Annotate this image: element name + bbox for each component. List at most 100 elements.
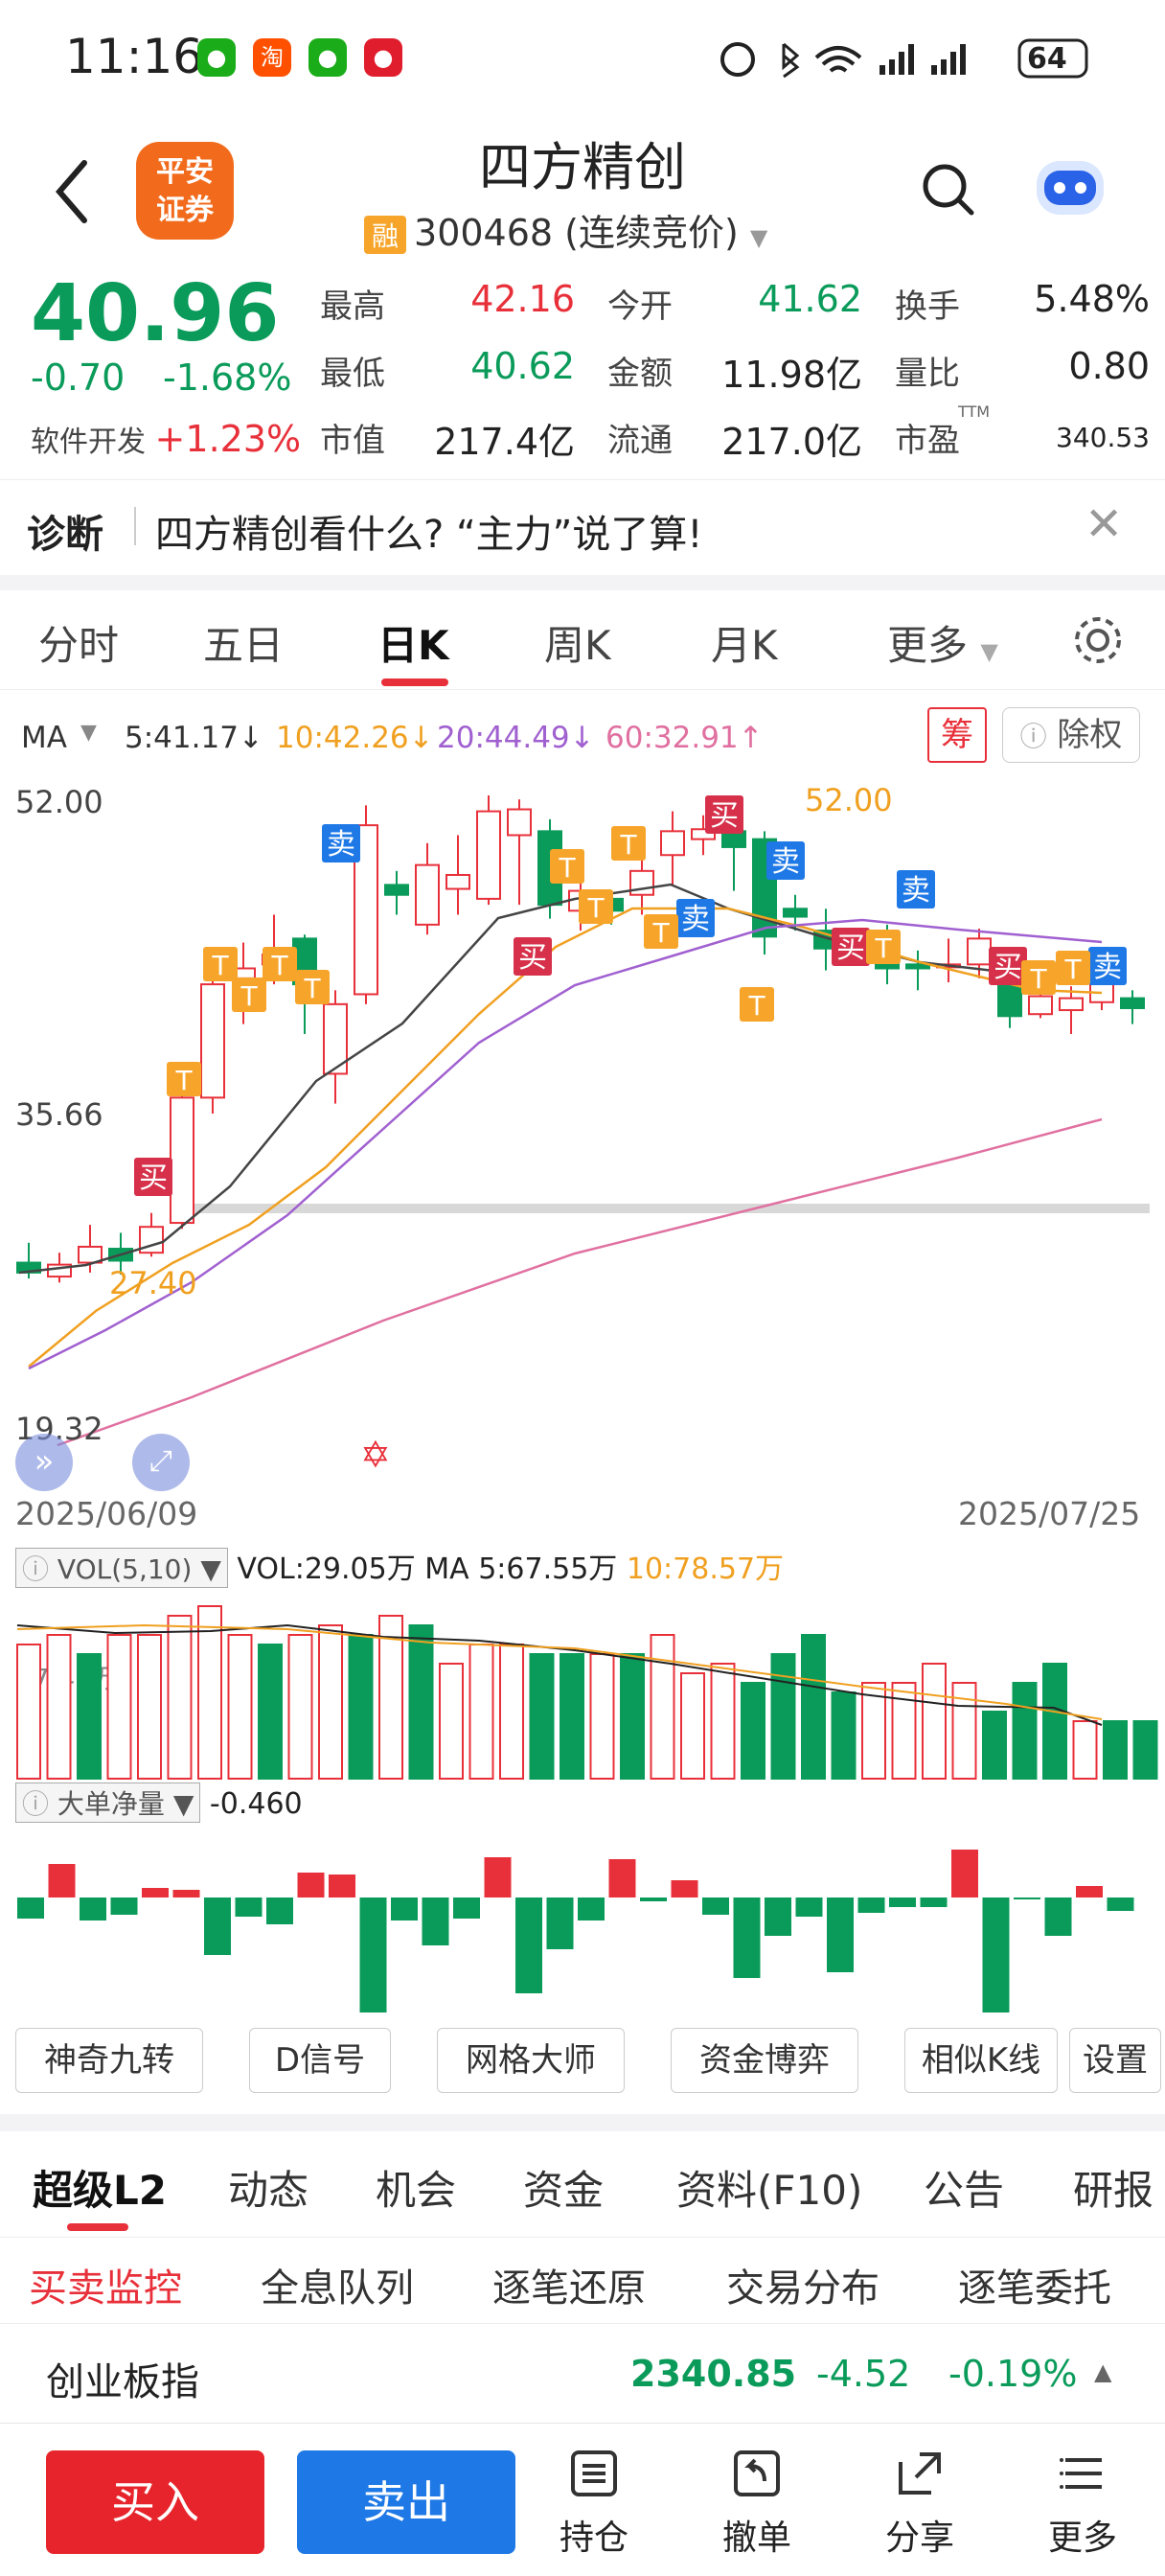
t-marker [611, 826, 646, 861]
tab-super-l2[interactable]: 超级L2 [33, 2167, 167, 2214]
flow-indicator-select[interactable]: ⓘ 大单净量 ▼ [15, 1782, 201, 1823]
holdings-button[interactable]: 持仓 [537, 2447, 651, 2560]
tab-daily-k[interactable]: 日K [377, 622, 449, 669]
candle-body [1028, 995, 1053, 1016]
cancel-order-button[interactable]: 撤单 [699, 2447, 814, 2560]
open-label: 今开 [607, 288, 673, 326]
l2-subtabs: 买卖监控 全息队列 逐笔还原 交易分布 逐笔委托 [0, 2237, 1165, 2323]
tab-opportunity[interactable]: 机会 [376, 2167, 457, 2214]
chip-distribution-button[interactable]: 筹 [927, 707, 987, 763]
big-order-flow-panel[interactable]: ⓘ 大单净量 ▼ -0.460 [0, 1782, 1165, 2012]
divider [134, 507, 136, 545]
ma10-value: 10:42.26↓ [276, 721, 434, 755]
sell-button[interactable]: 卖出 [297, 2450, 515, 2554]
buy-button[interactable]: 买入 [46, 2450, 264, 2554]
index-ticker[interactable]: 创业板指 2340.85 -4.52 -0.19% ▲ [0, 2323, 1165, 2423]
tab-news[interactable]: 动态 [228, 2167, 309, 2214]
section-divider [0, 575, 1165, 590]
volratio-label: 量比 [895, 355, 960, 393]
tab-5day[interactable]: 五日 [203, 622, 285, 669]
last-price: 40.96 [31, 268, 280, 359]
more-button[interactable]: 更多 [1025, 2447, 1140, 2560]
subtab-trade-distribution[interactable]: 交易分布 [726, 2266, 879, 2311]
broker-logo: 平安 证券 [136, 142, 234, 240]
min-price-note: 27.40 [109, 1265, 197, 1301]
signal-icon [879, 44, 914, 75]
amount-value: 11.98亿 [721, 354, 862, 396]
trade-marker-label: 买 [518, 941, 547, 975]
pe-ttm: TTM [958, 402, 991, 421]
tab-monthly-k[interactable]: 月K [711, 622, 778, 669]
ai-assistant-icon[interactable] [1031, 153, 1109, 222]
volume-bar [1042, 1663, 1067, 1780]
search-icon[interactable] [920, 161, 977, 218]
expand-left-icon[interactable]: » [15, 1434, 73, 1491]
high-label: 最高 [320, 288, 385, 326]
indicator-tools: 神奇九转 D信号 网格大师 资金博弈 相似K线 设置 [0, 2028, 1165, 2104]
close-icon[interactable]: ✕ [1085, 497, 1124, 551]
price-band [172, 1204, 1150, 1213]
tab-funds[interactable]: 资金 [523, 2167, 605, 2214]
tool-similar-k[interactable]: 相似K线 [904, 2028, 1058, 2093]
flow-bar [453, 1898, 480, 1919]
subtab-full-queue[interactable]: 全息队列 [261, 2266, 414, 2311]
sector-row[interactable]: 软件开发 +1.23% [31, 418, 301, 460]
trade-marker [322, 824, 360, 862]
tab-weekly-k[interactable]: 周K [544, 622, 611, 669]
volume-panel[interactable]: ⓘ VOL(5,10) ▼ VOL:29.05万 MA 5:67.55万 10:… [0, 1533, 1165, 1782]
tool-grid-master[interactable]: 网格大师 [437, 2028, 625, 2093]
tab-research[interactable]: 研报 [1073, 2167, 1154, 2214]
t-marker [1021, 960, 1056, 995]
tool-magic-nine[interactable]: 神奇九转 [15, 2028, 203, 2093]
candle-body [445, 873, 470, 890]
flow-bar [671, 1880, 698, 1898]
gear-icon[interactable] [1071, 613, 1125, 667]
share-button[interactable]: 分享 [862, 2447, 977, 2560]
share-label: 分享 [884, 2518, 954, 2558]
volume-ma10 [16, 1623, 1103, 1720]
chevron-up-icon[interactable]: ▲ [1094, 2358, 1112, 2385]
tab-intraday[interactable]: 分时 [38, 622, 120, 669]
trade-marker [676, 899, 715, 937]
low-label: 最低 [320, 355, 385, 393]
candle-body [476, 810, 501, 900]
stock-code-row[interactable]: 融 300468 (连续竞价) ▼ [364, 203, 767, 256]
flow-bar [982, 1898, 1010, 2012]
volume-bar [650, 1634, 675, 1780]
volume-bar [831, 1691, 857, 1780]
ma-label[interactable]: MA [21, 721, 67, 755]
mcap-value: 217.4亿 [434, 421, 575, 463]
diagnosis-bar[interactable]: 诊断 四方精创看什么? “主力”说了算! ✕ [0, 479, 1165, 575]
tab-more[interactable]: 更多 ▼ [887, 613, 998, 672]
volume-indicator-select[interactable]: ⓘ VOL(5,10) ▼ [15, 1548, 228, 1588]
tool-settings[interactable]: 设置 [1069, 2028, 1161, 2093]
index-change: -4.52 [816, 2353, 911, 2395]
star-marker-icon[interactable]: ✡ [360, 1434, 391, 1476]
subtab-tick-orders[interactable]: 逐笔委托 [958, 2266, 1111, 2311]
tool-fund-game[interactable]: 资金博弈 [671, 2028, 858, 2093]
chevron-down-icon[interactable]: ▼ [80, 721, 97, 745]
tab-announcements[interactable]: 公告 [924, 2167, 1005, 2214]
volume-bar [1132, 1720, 1158, 1780]
quote-panel: 40.96 -0.70 -1.68% 软件开发 +1.23% 最高 42.16 … [0, 268, 1165, 479]
ex-rights-button[interactable]: ⓘ 除权 [1002, 707, 1140, 763]
flow-bar [391, 1898, 418, 1920]
subtab-tick-replay[interactable]: 逐笔还原 [492, 2266, 646, 2311]
pe-label: 市盈 [895, 422, 960, 460]
high-value: 42.16 [470, 278, 575, 320]
holdings-label: 持仓 [559, 2518, 628, 2558]
turnover-label: 换手 [895, 288, 960, 326]
fullscreen-icon[interactable]: ⤢ [132, 1434, 190, 1491]
alarm-icon [720, 42, 755, 77]
mcap-label: 市值 [320, 422, 385, 460]
tab-f10[interactable]: 资料(F10) [676, 2167, 863, 2214]
flow-label: 大单净量 [57, 1788, 165, 1820]
back-icon[interactable] [48, 153, 96, 230]
trade-marker [897, 870, 935, 908]
volume-bar [318, 1624, 343, 1780]
trade-marker-label: 卖 [327, 828, 355, 862]
flow-bar [608, 1859, 636, 1898]
subtab-trade-monitor[interactable]: 买卖监控 [29, 2266, 182, 2311]
tool-d-signal[interactable]: D信号 [249, 2028, 391, 2093]
